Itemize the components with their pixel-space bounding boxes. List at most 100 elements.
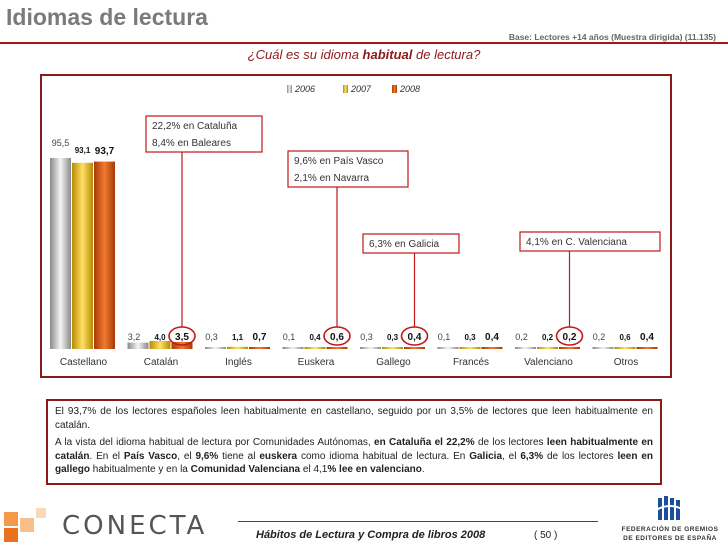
federacion-logo-text: FEDERACIÓN DE GREMIOS DE EDITORES DE ESP… xyxy=(612,525,728,543)
bar-catalán-2007 xyxy=(149,341,171,349)
data-label-gallego-2007: 0,3 xyxy=(387,333,399,342)
annotation-box-catalán xyxy=(145,115,263,153)
bar-euskera-2006 xyxy=(282,347,304,349)
summary-run: leen en gallego xyxy=(55,450,654,476)
footer-title: Hábitos de Lectura y Compra de libros 20… xyxy=(256,529,486,541)
category-label-gallego: Gallego xyxy=(376,357,411,368)
summary-run: País Vasco xyxy=(123,450,178,462)
bar-castellano-2006 xyxy=(50,158,71,349)
category-label-francés: Francés xyxy=(453,357,489,368)
legend-swatch-2008 xyxy=(392,85,397,93)
page-title: Idiomas de lectura xyxy=(6,4,208,30)
annotation-text-gallego: 6,3% en Galicia xyxy=(369,239,439,250)
data-label-inglés-2006: 0,3 xyxy=(205,332,218,342)
header-divider xyxy=(0,42,728,44)
data-label-valenciano-2007: 0,2 xyxy=(542,333,554,342)
data-label-otros-2007: 0,6 xyxy=(619,333,631,342)
summary-run: en Cataluña el 22,2% xyxy=(374,437,475,448)
annotation-text-euskera: 9,6% en País Vasco xyxy=(294,156,384,167)
bar-otros-2007 xyxy=(614,347,636,349)
base-note: Base: Lectores +14 años (Muestra dirigid… xyxy=(508,32,716,42)
bar-catalán-2006 xyxy=(127,342,149,349)
bar-valenciano-2007 xyxy=(537,347,558,349)
data-label-castellano-2006: 95,5 xyxy=(52,138,70,148)
data-label-otros-2008: 0,4 xyxy=(640,332,654,343)
bar-castellano-2008 xyxy=(94,161,115,349)
category-label-valenciano: Valenciano xyxy=(524,357,573,368)
bar-chart: 2006 2007 2008 Castellano Catalán Inglés Euske… xyxy=(50,84,661,368)
annotation-box-gallego xyxy=(362,233,460,254)
category-label-euskera: Euskera xyxy=(298,357,335,368)
summary-run: leen habitualmente en catalán xyxy=(55,437,654,462)
summary-run: Comunidad Valenciana xyxy=(190,464,301,475)
question-suffix: de lectura? xyxy=(412,47,481,62)
legend-swatch-2006 xyxy=(287,85,292,93)
summary-run: Galicia xyxy=(469,450,503,462)
federacion-logo-icon xyxy=(655,496,685,520)
bar-gallego-2008 xyxy=(404,347,425,349)
data-label-catalán-2007: 4,0 xyxy=(154,333,166,342)
bar-inglés-2008 xyxy=(249,347,270,349)
data-label-euskera-2007: 0,4 xyxy=(309,333,321,342)
annotation-box-euskera xyxy=(287,150,409,188)
data-label-gallego-2008: 0,4 xyxy=(408,332,422,343)
category-label-otros: Otros xyxy=(614,357,638,368)
bar-valenciano-2006 xyxy=(515,347,536,349)
summary-run: habitualmente y en la xyxy=(90,464,191,475)
summary-run: 9,6% xyxy=(195,450,219,462)
data-label-catalán-2008: 3,5 xyxy=(175,332,189,343)
summary-box: El 93,7% de los lectores españoles leen … xyxy=(46,399,662,485)
data-label-gallego-2006: 0,3 xyxy=(360,332,373,342)
data-label-euskera-2008: 0,6 xyxy=(330,332,344,343)
summary-run: . xyxy=(421,464,425,475)
data-label-francés-2008: 0,4 xyxy=(485,332,499,343)
legend-label-2008: 2008 xyxy=(399,84,420,94)
category-label-inglés: Inglés xyxy=(225,357,252,368)
bar-inglés-2007 xyxy=(227,346,248,349)
legend-swatch-2007 xyxy=(343,85,348,93)
summary-run: A la vista del idioma habitual de lectur… xyxy=(55,437,375,448)
bar-otros-2006 xyxy=(592,347,614,349)
conecta-logo-text: CONECTA xyxy=(62,511,208,541)
data-label-castellano-2008: 93,7 xyxy=(95,146,115,157)
federacion-line-1: FEDERACIÓN DE GREMIOS xyxy=(621,526,719,533)
data-label-inglés-2007: 1,1 xyxy=(232,333,244,342)
legend-label-2006: 2006 xyxy=(294,84,315,94)
summary-paragraph-1: El 93,7% de los lectores españoles leen … xyxy=(55,406,653,431)
category-label-castellano: Castellano xyxy=(60,357,108,368)
annotation-text-euskera: 2,1% en Navarra xyxy=(294,173,369,184)
data-label-inglés-2008: 0,7 xyxy=(253,332,267,343)
summary-run: tiene al xyxy=(218,450,260,462)
chart-question: ¿Cuál es su idioma habitual de lectura? xyxy=(0,47,728,62)
summary-run: de los lectores xyxy=(474,437,547,448)
bar-castellano-2007 xyxy=(72,162,93,349)
page-number: ( 50 ) xyxy=(534,530,558,541)
chart-frame xyxy=(40,74,672,378)
data-label-valenciano-2006: 0,2 xyxy=(515,332,528,342)
summary-run: . En el xyxy=(89,450,124,462)
annotation-text-catalán: 22,2% en Cataluña xyxy=(152,121,238,132)
category-label-catalán: Catalán xyxy=(144,357,178,368)
annotation-text-valenciano: 4,1% en C. Valenciana xyxy=(526,237,627,248)
bar-francés-2006 xyxy=(437,347,459,349)
annotation-text-catalán: 8,4% en Baleares xyxy=(152,138,231,149)
bar-francés-2007 xyxy=(459,347,481,349)
summary-run: euskera xyxy=(259,450,298,462)
summary-run: % lee en valenciano xyxy=(327,464,422,475)
bar-gallego-2007 xyxy=(382,347,403,349)
bar-euskera-2008 xyxy=(326,347,348,349)
summary-paragraph-2: A la vista del idioma habitual de lectur… xyxy=(55,436,653,477)
bar-euskera-2007 xyxy=(304,347,326,349)
federacion-line-2: DE EDITORES DE ESPAÑA xyxy=(623,535,717,542)
bar-francés-2008 xyxy=(481,347,503,349)
summary-run: como idioma habitual de lectura. En xyxy=(297,450,470,462)
footer-divider xyxy=(238,521,598,522)
legend-label-2007: 2007 xyxy=(350,84,372,94)
data-label-castellano-2007: 93,1 xyxy=(75,146,91,155)
annotation-box-valenciano xyxy=(519,231,661,252)
data-label-euskera-2006: 0,1 xyxy=(283,332,296,342)
summary-run: , el xyxy=(177,450,196,462)
question-emphasis: habitual xyxy=(362,47,413,62)
summary-run: 6,3% xyxy=(520,450,544,462)
data-label-francés-2007: 0,3 xyxy=(464,333,476,342)
